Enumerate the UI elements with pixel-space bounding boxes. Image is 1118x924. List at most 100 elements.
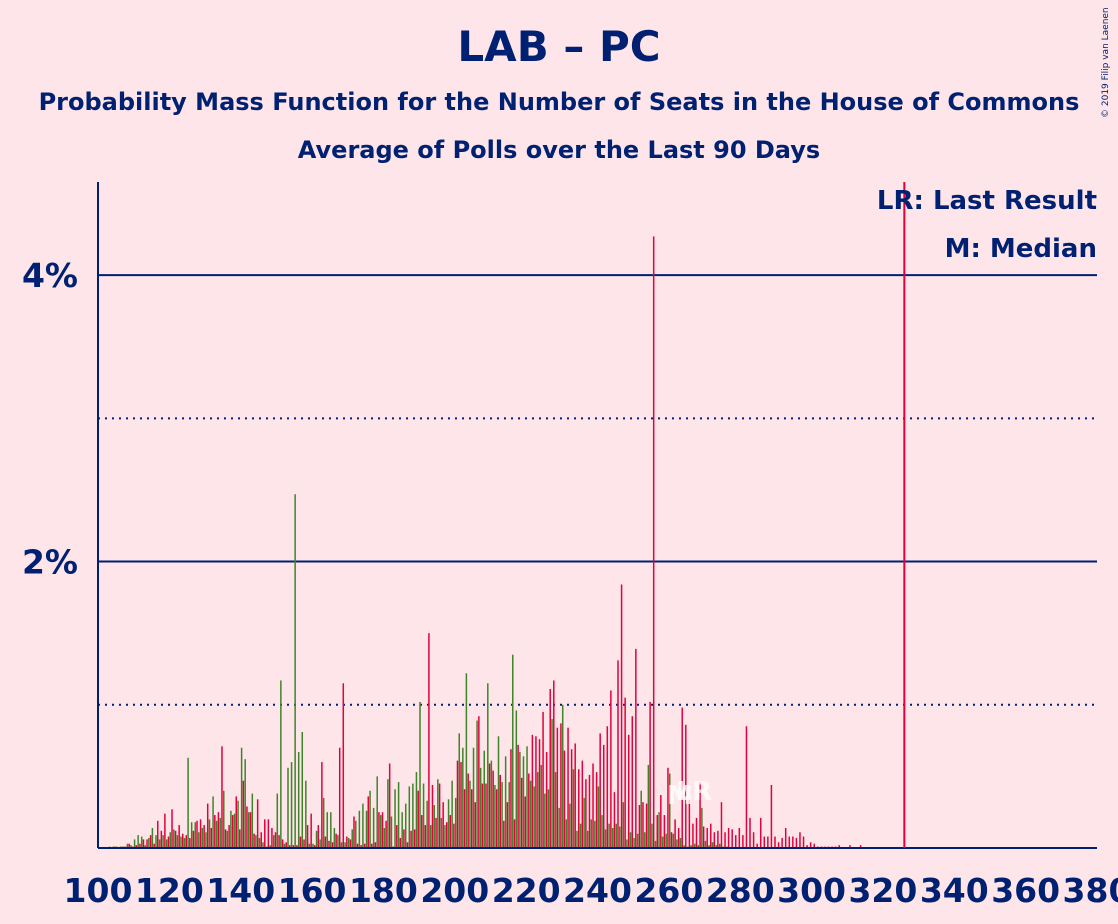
bar-lab — [692, 823, 694, 848]
bar-pc — [679, 837, 682, 848]
bar-lab — [756, 843, 758, 848]
bar-pc — [594, 820, 596, 848]
bar-lab — [770, 784, 773, 848]
bar-pc — [387, 779, 389, 848]
bar-pc — [251, 793, 254, 848]
bar-pc — [223, 790, 225, 848]
bar-pc — [512, 654, 514, 848]
x-tick-label: 320 — [848, 871, 917, 910]
bar-lab — [799, 832, 801, 848]
bar-lab — [438, 783, 441, 848]
bar-lab — [485, 783, 487, 848]
bar-lab — [777, 842, 780, 848]
bar-pc — [308, 843, 311, 848]
bar-pc — [540, 764, 543, 848]
bar-lab — [742, 835, 744, 848]
bar-lab — [267, 819, 270, 848]
bar-pc — [365, 810, 368, 848]
bar-pc — [362, 803, 364, 848]
bar-lab — [809, 842, 812, 848]
bar-pc — [572, 769, 575, 848]
bar-lab — [446, 822, 448, 848]
bar-pc — [615, 823, 617, 848]
bar-pc — [158, 839, 161, 848]
x-tick-label: 360 — [991, 871, 1060, 910]
bar-pc — [526, 746, 528, 848]
bar-lab — [724, 832, 726, 848]
bar-pc — [429, 825, 432, 848]
bar-pc — [669, 773, 671, 848]
bar-lab — [378, 812, 380, 848]
bar-pc — [380, 815, 382, 848]
bar-lab — [403, 829, 405, 848]
bar-lab — [602, 744, 605, 848]
bar-lab — [303, 839, 305, 848]
bar-lab — [178, 825, 180, 848]
bar-lab — [299, 836, 302, 848]
bar-lab — [399, 837, 402, 848]
bar-pc — [201, 827, 204, 848]
bar-lab — [531, 734, 534, 848]
bar-pc — [654, 840, 657, 848]
bar-pc — [565, 819, 568, 848]
bar-lab — [578, 769, 580, 848]
bar-pc — [472, 747, 475, 848]
bar-lab — [524, 796, 526, 848]
bar-pc — [358, 810, 361, 848]
bar-lab — [253, 833, 255, 848]
bar-lab — [324, 836, 327, 848]
bar-pc — [533, 786, 535, 848]
bar-pc — [340, 842, 343, 848]
bar-pc — [183, 837, 186, 848]
x-tick-label: 220 — [492, 871, 561, 910]
bar-pc — [658, 812, 660, 848]
bar-lab — [699, 782, 701, 848]
bar-pc — [579, 823, 582, 848]
bar-pc — [176, 835, 179, 848]
bar-pc — [490, 760, 493, 848]
bar-lab — [638, 805, 641, 848]
bar-lab — [574, 743, 576, 848]
bar-pc — [583, 797, 585, 848]
bar-pc — [504, 756, 507, 848]
bar-lab — [410, 830, 412, 848]
bar-lab — [581, 760, 584, 848]
bar-pc — [169, 832, 172, 848]
bar-pc — [297, 752, 300, 848]
bar-lab — [720, 802, 723, 848]
bar-pc — [522, 756, 525, 848]
bar-pc — [155, 835, 157, 848]
bar-pc — [305, 780, 307, 848]
bar-lab — [185, 835, 188, 848]
bar-lab — [781, 837, 783, 848]
bar-pc — [219, 817, 221, 848]
bar-pc — [162, 835, 164, 848]
bar-pc — [590, 819, 593, 848]
bar-pc — [551, 719, 553, 848]
bar-pc — [390, 816, 393, 848]
bar-lab — [281, 839, 284, 848]
bar-pc — [447, 799, 450, 848]
bar-pc — [622, 802, 625, 848]
bar-lab — [356, 843, 359, 848]
bar-pc — [433, 805, 436, 848]
bar-pc — [126, 843, 129, 848]
x-tick-label: 280 — [706, 871, 775, 910]
bar-lab — [164, 813, 166, 848]
bar-lab — [342, 683, 345, 848]
bar-lab — [331, 842, 334, 848]
bar-lab — [649, 701, 651, 848]
bar-pc — [248, 812, 250, 848]
bar-lab — [310, 813, 312, 848]
legend-last-result: LR: Last Result — [877, 186, 1097, 216]
bar-pc — [294, 494, 296, 848]
bar-lab — [488, 763, 491, 848]
bar-lab — [563, 750, 566, 848]
bar-lab — [442, 802, 444, 848]
bar-lab — [859, 845, 862, 848]
bar-pc — [554, 772, 557, 848]
bar-lab — [235, 796, 237, 848]
bar-pc — [476, 720, 478, 848]
bar-lab — [317, 825, 320, 848]
